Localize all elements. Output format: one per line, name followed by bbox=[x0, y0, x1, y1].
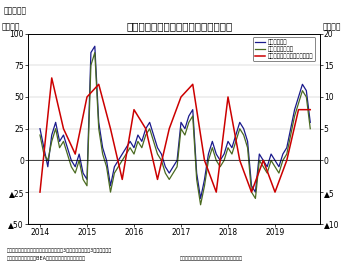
住宅着工件数 bbox=[105, 159, 109, 162]
住宅投資（実質伸び率、右軸） bbox=[285, 159, 289, 162]
住宅投資（実質伸び率、右軸） bbox=[226, 95, 230, 99]
住宅着工件数 bbox=[198, 197, 203, 200]
住宅投資（実質伸び率、右軸） bbox=[38, 191, 42, 194]
住宅建築許可件数 bbox=[105, 165, 109, 168]
住宅着工件数 bbox=[73, 165, 77, 168]
住宅建築許可件数 bbox=[277, 171, 281, 175]
住宅建築許可件数 bbox=[308, 127, 312, 130]
住宅着工件数 bbox=[308, 121, 312, 124]
住宅建築許可件数 bbox=[73, 171, 77, 175]
住宅投資（実質伸び率、右軸） bbox=[214, 191, 218, 194]
Title: 住宅着工件数と実質住宅投資の伸び率: 住宅着工件数と実質住宅投資の伸び率 bbox=[127, 21, 233, 31]
Legend: 住宅着工件数, 住宅建築許可件数, 住宅投資（実質伸び率、右軸）: 住宅着工件数, 住宅建築許可件数, 住宅投資（実質伸び率、右軸） bbox=[253, 37, 315, 61]
住宅投資（実質伸び率、右軸） bbox=[156, 178, 160, 181]
住宅投資（実質伸び率、右軸） bbox=[73, 152, 77, 156]
住宅建築許可件数 bbox=[124, 152, 128, 156]
住宅着工件数 bbox=[156, 146, 160, 149]
住宅建築許可件数 bbox=[156, 152, 160, 156]
Text: （年率）: （年率） bbox=[2, 23, 20, 32]
住宅投資（実質伸び率、右軸） bbox=[238, 159, 242, 162]
住宅着工件数 bbox=[38, 127, 42, 130]
住宅着工件数 bbox=[124, 146, 128, 149]
住宅投資（実質伸び率、右軸） bbox=[61, 127, 66, 130]
住宅投資（実質伸び率、右軸） bbox=[261, 159, 265, 162]
住宅投資（実質伸び率、右軸） bbox=[97, 83, 101, 86]
住宅投資（実質伸び率、右軸） bbox=[85, 95, 89, 99]
Line: 住宅投資（実質伸び率、右軸）: 住宅投資（実質伸び率、右軸） bbox=[40, 78, 310, 192]
住宅投資（実質伸び率、右軸） bbox=[167, 127, 171, 130]
住宅投資（実質伸び率、右軸） bbox=[308, 108, 312, 111]
住宅投資（実質伸び率、右軸） bbox=[203, 159, 207, 162]
Text: （注）住宅着工件数、住宅建築許可件数は3カ月移動平均後の3カ月前比年率: （注）住宅着工件数、住宅建築許可件数は3カ月移動平均後の3カ月前比年率 bbox=[7, 248, 112, 253]
住宅投資（実質伸び率、右軸） bbox=[296, 108, 300, 111]
住宅建築許可件数 bbox=[191, 114, 195, 118]
住宅投資（実質伸び率、右軸） bbox=[50, 76, 54, 80]
住宅建築許可件数 bbox=[198, 203, 203, 206]
住宅建築許可件数 bbox=[38, 134, 42, 137]
住宅着工件数 bbox=[93, 45, 97, 48]
住宅投資（実質伸び率、右軸） bbox=[273, 191, 277, 194]
住宅投資（実質伸び率、右軸） bbox=[179, 95, 183, 99]
Line: 住宅建築許可件数: 住宅建築許可件数 bbox=[40, 52, 310, 205]
住宅着工件数 bbox=[191, 108, 195, 111]
Text: （着工・建築許可：月次、住宅投資：四半期）: （着工・建築許可：月次、住宅投資：四半期） bbox=[179, 256, 243, 261]
住宅投資（実質伸び率、右軸） bbox=[249, 191, 254, 194]
Text: （年率）: （年率） bbox=[323, 23, 341, 32]
住宅投資（実質伸び率、右軸） bbox=[191, 83, 195, 86]
住宅建築許可件数 bbox=[93, 51, 97, 54]
Line: 住宅着工件数: 住宅着工件数 bbox=[40, 46, 310, 198]
住宅投資（実質伸び率、右軸） bbox=[120, 178, 124, 181]
住宅投資（実質伸び率、右軸） bbox=[108, 127, 112, 130]
Text: （資料）センサス局、BEAよりニッセイ基礎研究所作成: （資料）センサス局、BEAよりニッセイ基礎研究所作成 bbox=[7, 256, 86, 261]
Text: （図表７）: （図表７） bbox=[3, 7, 27, 16]
住宅投資（実質伸び率、右軸） bbox=[144, 127, 148, 130]
住宅投資（実質伸び率、右軸） bbox=[132, 108, 136, 111]
住宅着工件数 bbox=[277, 165, 281, 168]
